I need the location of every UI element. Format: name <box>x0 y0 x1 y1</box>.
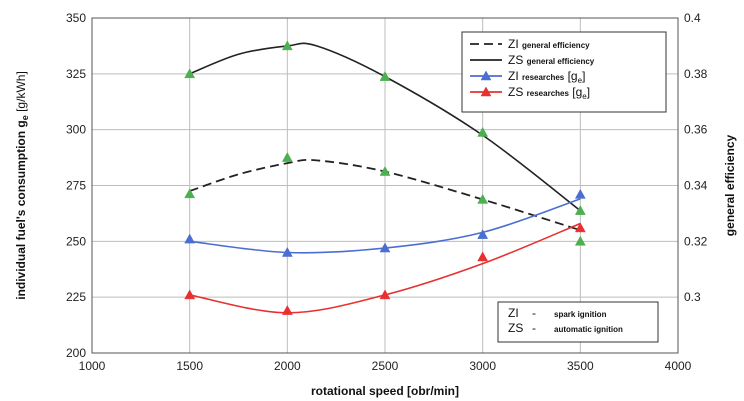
y-tick-label: 250 <box>66 234 86 248</box>
series-point <box>281 305 293 315</box>
legend-swatch-marker <box>480 70 492 81</box>
legend-entry: ZI researches [ge] <box>470 69 585 85</box>
x-tick-label: 3000 <box>469 359 496 373</box>
series-line <box>189 42 581 212</box>
x-tick-label: 2500 <box>372 359 399 373</box>
y-tick-label: 225 <box>66 290 86 304</box>
note-box-frame <box>497 301 659 343</box>
ignition-note-box: ZI - spark ignition ZS - automatic ignition <box>497 301 659 343</box>
series-point <box>379 242 391 253</box>
legend-label: ZI researches [ge] <box>508 69 585 85</box>
x-tick-label: 2000 <box>274 359 301 373</box>
series-point <box>574 235 586 246</box>
legend-label: ZS general efficiency <box>508 53 595 67</box>
series-point <box>574 222 586 233</box>
note-code: ZI <box>508 306 519 320</box>
y-axis-title-main: individual fuel's consumption g <box>14 120 28 300</box>
y2-axis-ticks: 0.3 0.32 0.34 0.36 0.38 0.4 <box>684 11 708 304</box>
series-point <box>184 233 196 244</box>
y-axis-title: individual fuel's consumption ge [g/kWh] <box>14 71 30 300</box>
y-axis-ticks: 200 225 250 275 300 325 350 <box>66 11 86 360</box>
y-tick-label: 200 <box>66 346 86 360</box>
series-point <box>379 289 391 300</box>
x-tick-label: 1500 <box>176 359 203 373</box>
series-point <box>477 229 489 239</box>
y2-tick-label: 0.34 <box>684 179 708 193</box>
series-0 <box>184 152 586 246</box>
series-point <box>477 251 489 262</box>
y2-axis-title: general efficiency <box>723 134 737 236</box>
x-tick-label: 4000 <box>665 359 692 373</box>
series-point <box>184 289 196 300</box>
y2-tick-label: 0.38 <box>684 67 708 81</box>
y-axis-title-unit: [g/kWh] <box>14 71 28 115</box>
series-3 <box>184 222 586 315</box>
legend-frame <box>461 31 667 113</box>
legend-label: ZS researches [ge] <box>508 85 590 101</box>
x-axis-title: rotational speed [obr/min] <box>311 384 459 398</box>
series-point <box>281 246 293 257</box>
series-point <box>379 166 391 176</box>
y-tick-label: 350 <box>66 11 86 25</box>
legend-entry: ZI general efficiency <box>470 37 590 51</box>
y-axis-title-sub: e <box>20 115 30 120</box>
series-point <box>184 68 196 79</box>
y-tick-label: 325 <box>66 67 86 81</box>
series-point <box>281 152 293 162</box>
series-1 <box>184 40 586 215</box>
legend-swatch-marker <box>480 86 492 97</box>
series-layer <box>184 40 586 315</box>
series-point <box>477 126 489 137</box>
x-tick-label: 1000 <box>79 359 106 373</box>
series-point <box>184 188 196 199</box>
series-point <box>574 205 586 215</box>
series-line <box>189 158 581 232</box>
y-tick-label: 275 <box>66 179 86 193</box>
series-point <box>574 188 586 199</box>
x-axis-ticks: 1000 1500 2000 2500 3000 3500 4000 <box>79 359 692 373</box>
y-tick-label: 300 <box>66 123 86 137</box>
plot-frame <box>91 17 679 354</box>
series-point <box>477 193 489 204</box>
legend-entry: ZS general efficiency <box>470 53 595 67</box>
note-text: spark ignition <box>554 310 607 319</box>
y2-tick-label: 0.4 <box>684 11 701 25</box>
legend-label: ZI general efficiency <box>508 37 590 51</box>
note-dash: - <box>532 306 536 320</box>
legend-entry: ZS researches [ge] <box>470 85 590 101</box>
note-code: ZS <box>508 321 523 335</box>
y2-tick-label: 0.36 <box>684 123 708 137</box>
legend: ZI general efficiency ZS general efficien… <box>461 31 667 113</box>
note-dash: - <box>532 321 536 335</box>
note-text: automatic ignition <box>554 325 623 334</box>
series-point <box>379 71 391 81</box>
series-point <box>281 40 293 51</box>
series-2 <box>184 188 586 257</box>
y2-tick-label: 0.32 <box>684 234 708 248</box>
x-tick-label: 3500 <box>567 359 594 373</box>
y2-tick-label: 0.3 <box>684 290 701 304</box>
